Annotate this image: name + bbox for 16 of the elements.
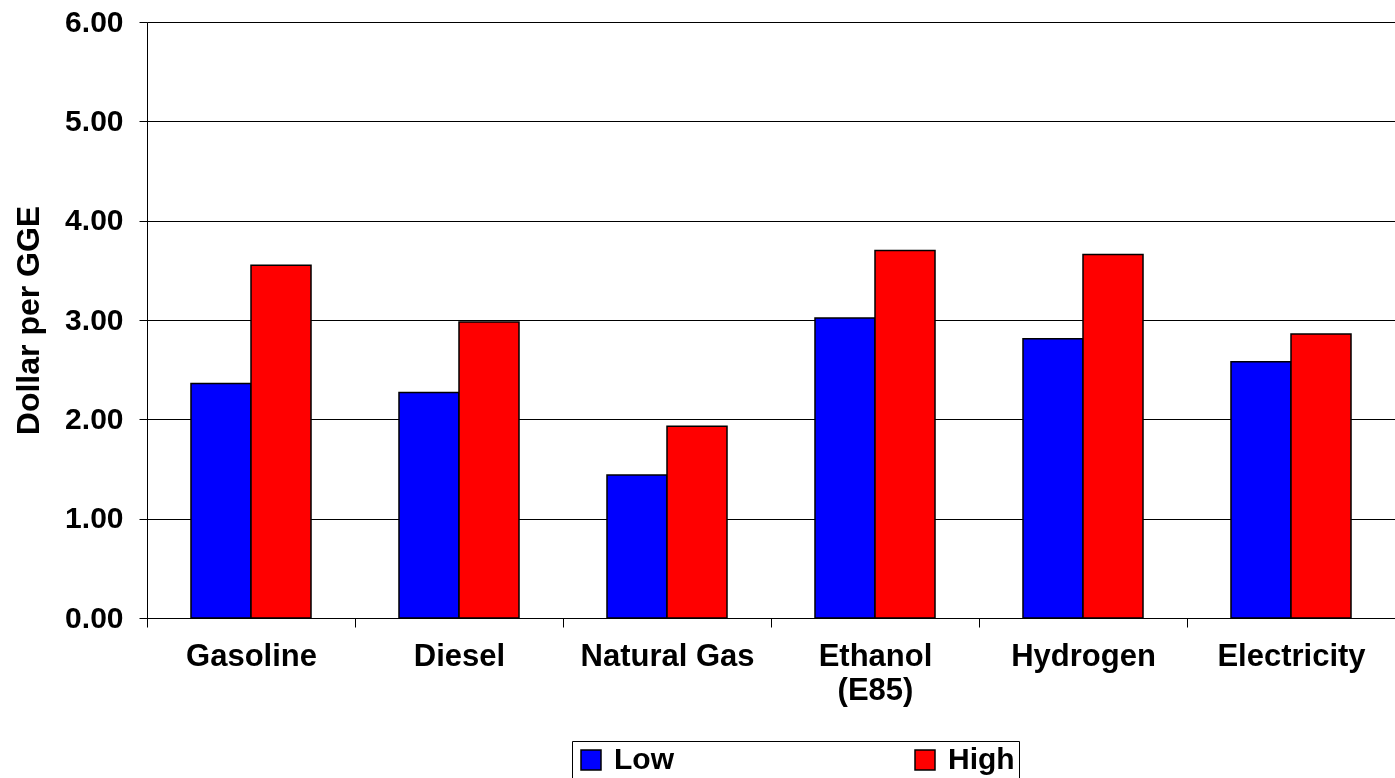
x-tick-label: Electricity [1217,637,1367,673]
y-tick-label: 2.00 [65,401,124,435]
y-tick-label: 1.00 [65,501,124,535]
x-tick-label: Gasoline [186,637,317,673]
x-tick-label: Ethanol (E85) [818,637,933,707]
y-tick-label: 4.00 [65,203,124,237]
y-tick-label: 3.00 [65,302,124,336]
y-tick-label: 6.00 [65,4,124,38]
y-axis-title: Dollar per GGE [10,205,47,436]
x-tick-label: Diesel [413,637,506,673]
legend-label: Low [614,742,675,775]
x-tick-label: Hydrogen [1011,637,1156,673]
legend-label: High [948,742,1015,775]
y-tick-label: 5.00 [65,103,124,137]
y-tick-label: 0.00 [65,600,124,634]
x-tick-label: Natural Gas [580,637,755,673]
